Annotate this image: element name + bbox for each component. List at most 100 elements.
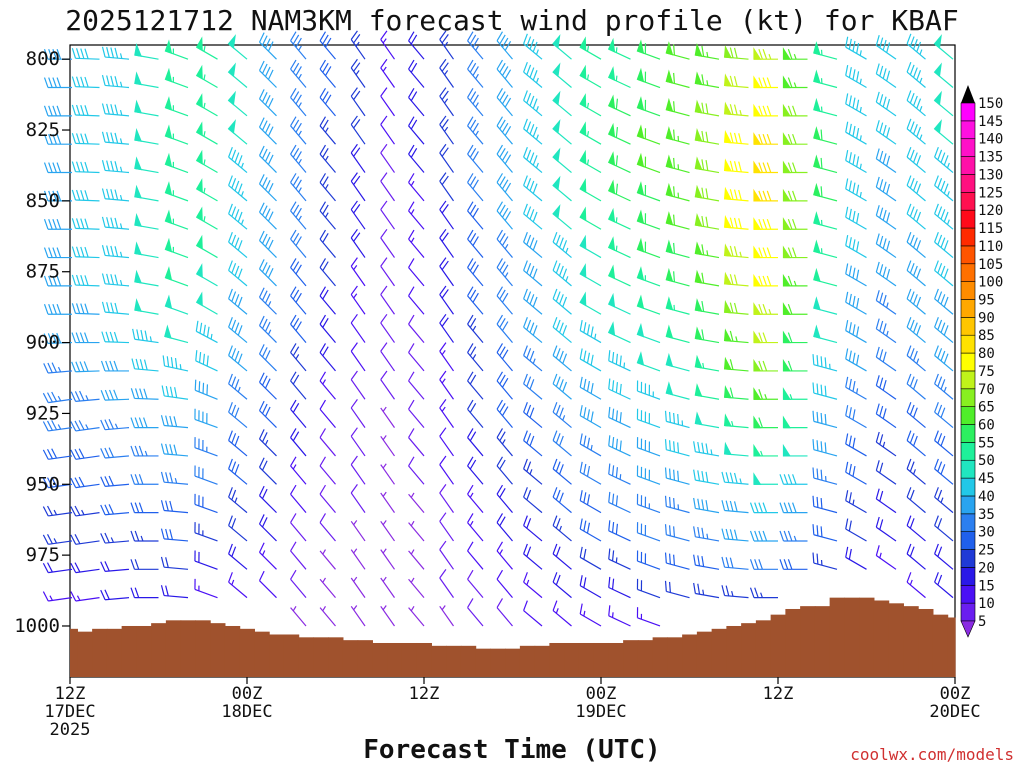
wind-barb	[408, 605, 425, 627]
barb-full-feather	[198, 381, 201, 392]
barb-half-feather	[231, 579, 235, 586]
barb-pennant	[753, 273, 762, 287]
wind-barb	[782, 217, 808, 230]
barb-full-feather	[845, 150, 849, 161]
barb-full-feather	[108, 419, 115, 430]
wind-barb	[608, 406, 631, 429]
credit-link[interactable]: coolwx.com/models	[850, 745, 1014, 764]
wind-barb	[579, 93, 602, 117]
terrain-column	[829, 597, 845, 677]
wind-barb	[723, 215, 749, 230]
barb-full-feather	[504, 41, 512, 51]
wind-barb	[552, 345, 572, 372]
wind-barb	[496, 343, 513, 372]
wind-barb	[906, 288, 926, 315]
barb-full-feather	[934, 146, 939, 158]
barb-full-feather	[848, 435, 852, 447]
barb-full-feather	[202, 353, 206, 365]
terrain-column	[239, 628, 255, 677]
barb-full-feather	[353, 204, 361, 214]
barb-full-feather	[729, 217, 734, 229]
wind-barb	[552, 317, 572, 344]
barb-full-feather	[856, 241, 860, 252]
barb-full-feather	[882, 323, 887, 334]
barb-full-feather	[766, 247, 772, 258]
barb-full-feather	[523, 61, 528, 73]
wind-barb	[467, 569, 484, 599]
barb-full-feather	[848, 293, 852, 305]
barb-half-feather	[119, 194, 123, 201]
wind-barb	[71, 104, 100, 117]
barb-full-feather	[441, 90, 449, 100]
wind-barb	[608, 491, 631, 514]
terrain-column	[210, 623, 226, 677]
wind-barb	[380, 435, 395, 457]
barb-full-feather	[701, 300, 705, 312]
wind-barb	[408, 428, 425, 457]
barb-full-feather	[139, 359, 144, 370]
barb-full-feather	[47, 362, 53, 373]
wind-barb	[636, 181, 661, 202]
colorbar-label: 100	[978, 275, 1003, 291]
barb-full-feather	[469, 204, 477, 215]
wind-barb	[290, 314, 307, 343]
wind-barb	[228, 572, 248, 599]
terrain-column	[254, 631, 270, 677]
wind-barb	[523, 402, 543, 429]
barb-staff	[408, 323, 425, 343]
barb-full-feather	[130, 445, 136, 457]
barb-full-feather	[353, 119, 361, 129]
barb-full-feather	[934, 515, 939, 526]
barb-full-feather	[319, 31, 326, 42]
terrain-column	[387, 642, 403, 677]
barb-full-feather	[74, 562, 81, 573]
wind-barb	[552, 204, 572, 230]
wind-barb	[875, 346, 897, 372]
barb-full-feather	[879, 122, 884, 133]
colorbar-segment	[960, 567, 976, 586]
barb-full-feather	[816, 383, 819, 395]
barb-pennant	[933, 34, 942, 49]
barb-full-feather	[499, 62, 506, 73]
barb-pennant	[813, 239, 821, 254]
barb-full-feather	[130, 474, 136, 485]
barb-full-feather	[586, 324, 591, 335]
barb-half-feather	[119, 279, 123, 286]
colorbar-label: 10	[978, 596, 995, 612]
wind-barb	[100, 475, 130, 487]
barb-full-feather	[472, 236, 479, 246]
wind-barb	[43, 247, 72, 259]
barb-full-feather	[673, 412, 676, 424]
barb-half-feather	[475, 73, 479, 80]
terrain-column	[519, 645, 536, 677]
barb-pennant	[195, 93, 203, 109]
barb-half-feather	[119, 138, 123, 144]
barb-full-feather	[267, 239, 274, 250]
barb-full-feather	[586, 465, 591, 477]
barb-full-feather	[101, 131, 106, 143]
barb-full-feather	[319, 173, 326, 183]
barb-full-feather	[504, 126, 512, 136]
wind-barb	[665, 296, 690, 315]
barb-full-feather	[47, 562, 53, 573]
barb-full-feather	[852, 409, 856, 420]
wind-barb	[290, 116, 307, 145]
barb-full-feather	[583, 407, 587, 418]
barb-full-feather	[824, 357, 827, 369]
barb-full-feather	[762, 332, 768, 343]
barb-full-feather	[380, 58, 388, 69]
barb-pennant	[933, 119, 942, 134]
barb-pennant	[694, 156, 703, 171]
wind-barb	[290, 229, 307, 258]
wind-barb	[552, 232, 572, 259]
barb-half-feather	[353, 520, 358, 526]
barb-pennant	[607, 236, 616, 252]
barb-full-feather	[100, 419, 106, 430]
barb-full-feather	[441, 62, 449, 72]
barb-full-feather	[130, 417, 136, 428]
barb-pennant	[694, 71, 703, 86]
wind-barb	[693, 469, 720, 485]
barb-full-feather	[439, 313, 447, 324]
barb-half-feather	[444, 126, 449, 132]
barb-full-feather	[754, 559, 759, 570]
